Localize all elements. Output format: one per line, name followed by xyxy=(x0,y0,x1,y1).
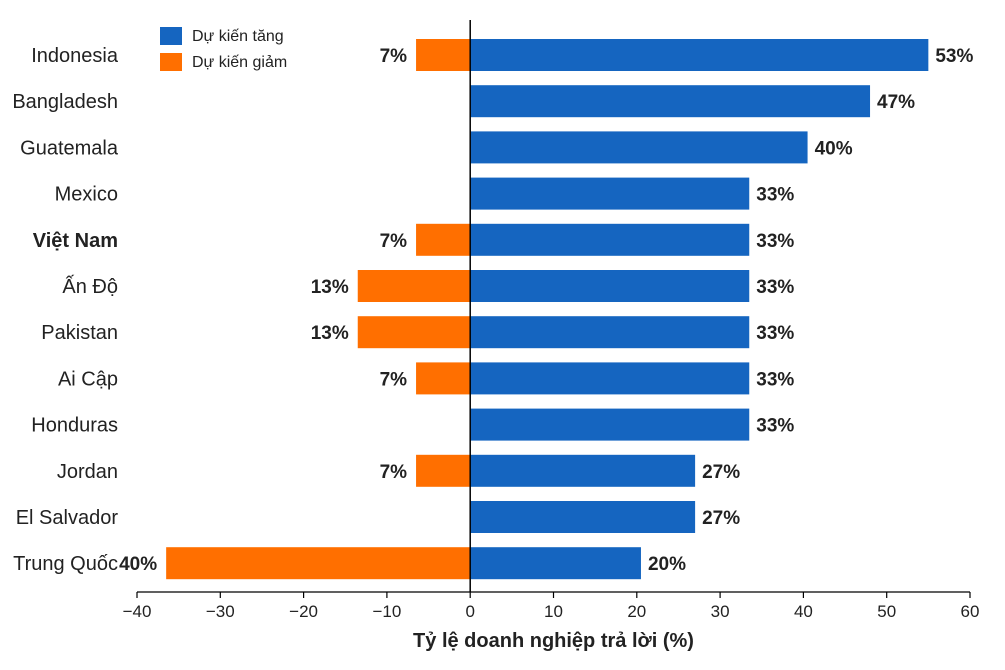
legend-swatch xyxy=(160,53,182,71)
increase-value-label: 33% xyxy=(756,323,794,344)
increase-value-label: 33% xyxy=(756,369,794,390)
decrease-value-label: 13% xyxy=(311,277,349,298)
legend-swatch xyxy=(160,27,182,45)
decrease-value-label: 7% xyxy=(380,462,408,483)
x-tick-label: 50 xyxy=(877,602,896,621)
increase-bar xyxy=(470,547,641,580)
increase-value-label: 33% xyxy=(756,416,794,437)
increase-bar xyxy=(470,270,750,302)
legend-label: Dự kiến tăng xyxy=(192,28,284,45)
category-label: Mexico xyxy=(55,184,118,206)
decrease-value-label: 13% xyxy=(311,323,349,344)
decrease-bars xyxy=(166,39,471,580)
x-tick-label: −40 xyxy=(123,602,152,621)
decrease-bar xyxy=(166,547,471,580)
category-label: Ai Cập xyxy=(58,368,118,390)
increase-bar xyxy=(470,408,750,441)
increase-bar xyxy=(470,85,871,118)
increase-value-label: 27% xyxy=(702,462,740,483)
increase-bar xyxy=(470,454,696,487)
decrease-bar xyxy=(357,270,471,302)
x-tick-label: −30 xyxy=(206,602,235,621)
x-tick-label: 20 xyxy=(627,602,646,621)
x-tick-label: −10 xyxy=(372,602,401,621)
category-label: Guatemala xyxy=(20,137,119,159)
x-axis-ticks: −40 −30 −20 −10 0 10 20 30 40 50 60 xyxy=(123,592,980,621)
x-tick-label: 30 xyxy=(711,602,730,621)
decrease-value-label: 7% xyxy=(380,369,408,390)
increase-value-label: 20% xyxy=(648,554,686,575)
increase-value-label: 47% xyxy=(877,92,915,113)
value-labels: 53% 7% 47% 40% 33% 33% 7% 33% 13% 33% 13% 33% 7% 33% 2… xyxy=(119,46,973,575)
increase-bar xyxy=(470,131,808,164)
increase-bar xyxy=(470,316,750,349)
category-label: Trung Quốc xyxy=(13,553,118,575)
category-label: Bangladesh xyxy=(12,91,118,113)
increase-value-label: 33% xyxy=(756,231,794,252)
x-tick-label: 40 xyxy=(794,602,813,621)
category-label: Jordan xyxy=(57,461,118,483)
x-tick-label: 10 xyxy=(544,602,563,621)
category-label: El Salvador xyxy=(16,507,119,529)
decrease-bar xyxy=(357,316,471,349)
legend: Dự kiến tăng Dự kiến giảm xyxy=(160,27,287,71)
increase-bar xyxy=(470,223,750,256)
increase-value-label: 33% xyxy=(756,277,794,298)
category-label: Indonesia xyxy=(31,45,119,67)
increase-bar xyxy=(470,362,750,395)
increase-bar xyxy=(470,501,696,533)
increase-value-label: 40% xyxy=(815,138,853,159)
increase-bar xyxy=(470,39,929,71)
decrease-bar xyxy=(416,454,471,487)
x-axis-label: Tỷ lệ doanh nghiệp trả lời (%) xyxy=(413,630,694,652)
increase-value-label: 27% xyxy=(702,508,740,529)
category-label: Ấn Độ xyxy=(62,275,118,298)
legend-label: Dự kiến giảm xyxy=(192,54,287,71)
x-tick-label: 60 xyxy=(961,602,980,621)
decrease-value-label: 7% xyxy=(380,231,408,252)
x-tick-label: −20 xyxy=(289,602,318,621)
x-tick-label: 0 xyxy=(465,602,474,621)
category-label: Honduras xyxy=(31,415,118,437)
increase-bar xyxy=(470,177,750,210)
increase-bars xyxy=(470,39,929,580)
decrease-bar xyxy=(416,39,471,71)
decrease-bar xyxy=(416,362,471,395)
increase-value-label: 33% xyxy=(756,185,794,206)
category-label: Pakistan xyxy=(41,322,118,344)
category-label: Việt Nam xyxy=(33,230,118,252)
decrease-bar xyxy=(416,223,471,256)
increase-value-label: 53% xyxy=(935,46,973,67)
decrease-value-label: 40% xyxy=(119,554,157,575)
decrease-value-label: 7% xyxy=(380,46,408,67)
category-labels: Indonesia Bangladesh Guatemala Mexico Việt N… xyxy=(12,45,119,575)
